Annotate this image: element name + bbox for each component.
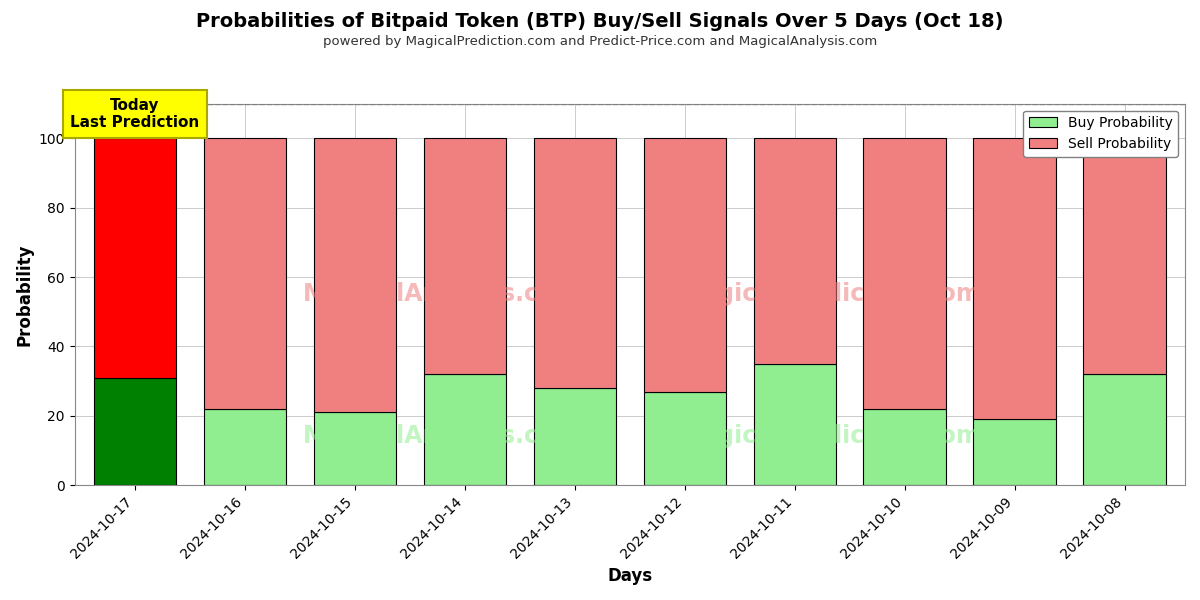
Bar [94, 138, 176, 377]
Bar [534, 138, 616, 388]
Bar [973, 419, 1056, 485]
Legend: Buy Probability, Sell Probability: Buy Probability, Sell Probability [1024, 110, 1178, 157]
Text: powered by MagicalPrediction.com and Predict-Price.com and MagicalAnalysis.com: powered by MagicalPrediction.com and Pre… [323, 35, 877, 48]
Text: MagicalPrediction.com: MagicalPrediction.com [678, 283, 982, 307]
Text: MagicalAnalysis.com: MagicalAnalysis.com [302, 424, 580, 448]
Bar [424, 374, 506, 485]
Bar [754, 364, 836, 485]
Y-axis label: Probability: Probability [16, 243, 34, 346]
Bar [313, 412, 396, 485]
Text: Today
Last Prediction: Today Last Prediction [71, 98, 199, 130]
Bar [204, 138, 287, 409]
Bar [424, 138, 506, 374]
Bar [643, 392, 726, 485]
Bar [864, 138, 946, 409]
Text: Probabilities of Bitpaid Token (BTP) Buy/Sell Signals Over 5 Days (Oct 18): Probabilities of Bitpaid Token (BTP) Buy… [197, 12, 1003, 31]
Bar [864, 409, 946, 485]
Bar [754, 138, 836, 364]
Bar [204, 409, 287, 485]
Bar [643, 138, 726, 392]
Bar [1084, 138, 1165, 374]
Bar [1084, 374, 1165, 485]
Text: MagicalAnalysis.com: MagicalAnalysis.com [302, 283, 580, 307]
X-axis label: Days: Days [607, 567, 653, 585]
Bar [313, 138, 396, 412]
Bar [534, 388, 616, 485]
Bar [973, 138, 1056, 419]
Text: MagicalPrediction.com: MagicalPrediction.com [678, 424, 982, 448]
Bar [94, 377, 176, 485]
